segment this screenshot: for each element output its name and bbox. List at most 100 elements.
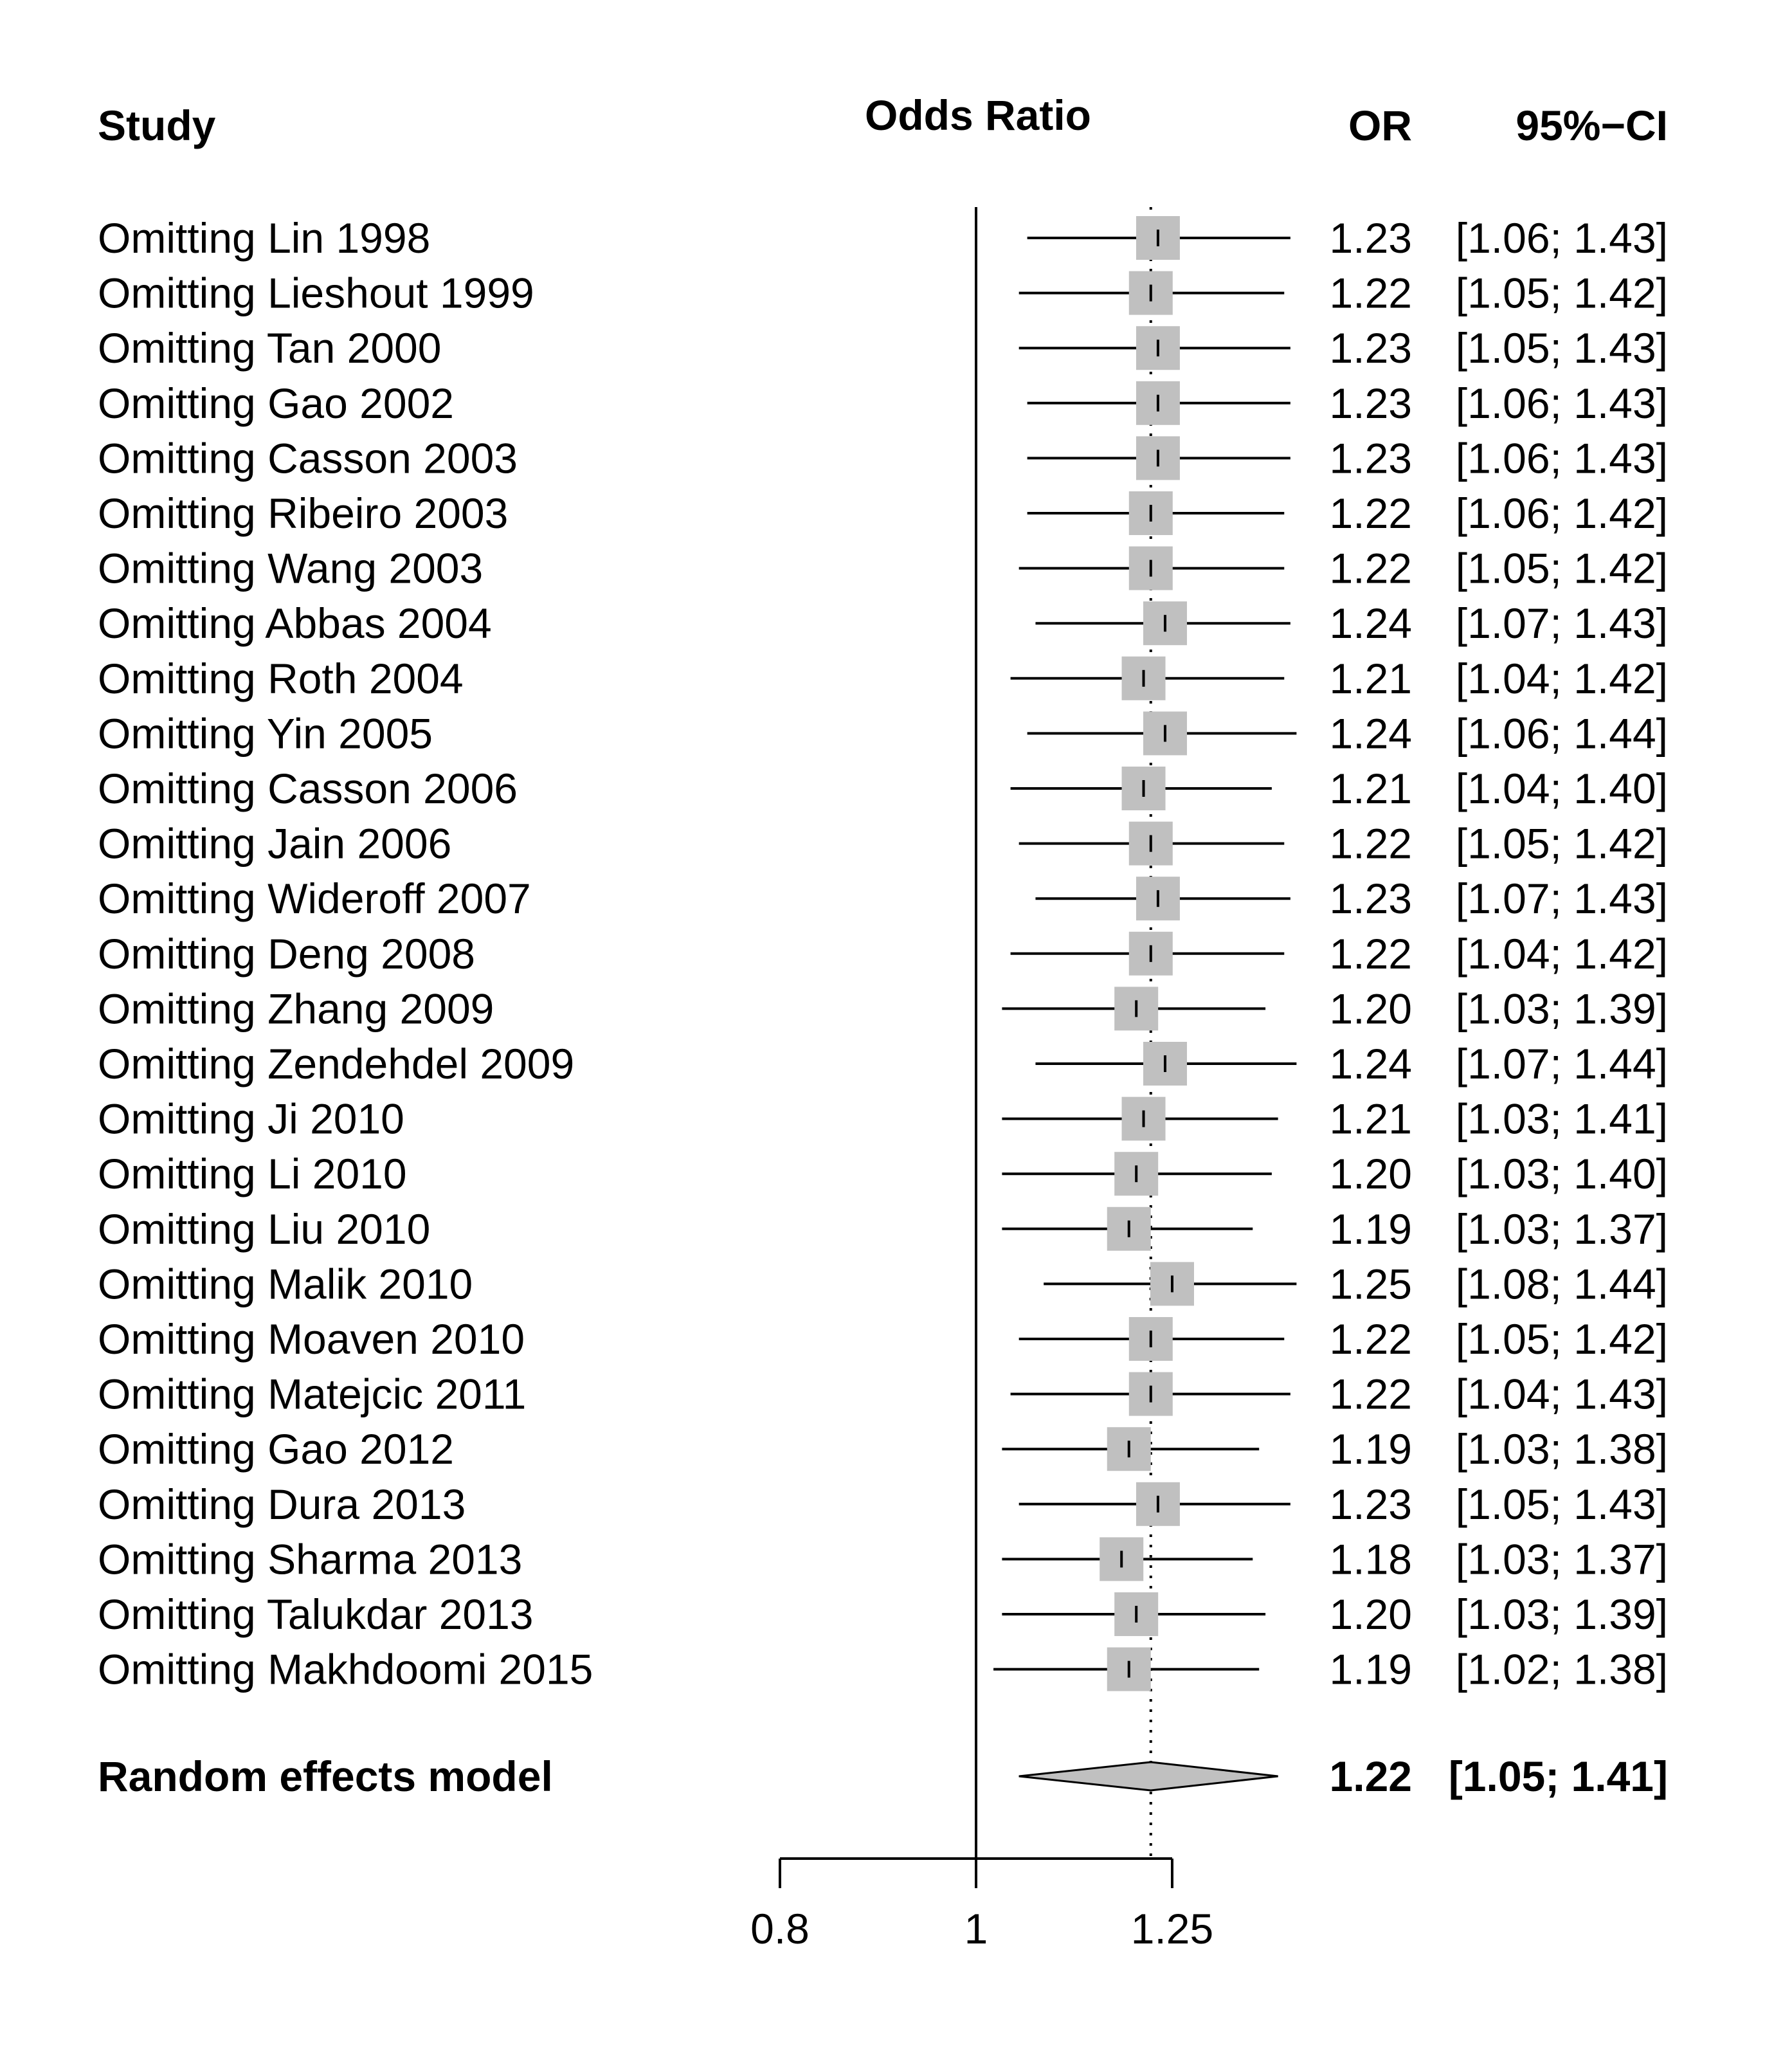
ci-value: [1.03; 1.37] <box>1456 1205 1668 1253</box>
ci-value: [1.07; 1.43] <box>1456 599 1668 647</box>
study-label: Omitting Casson 2003 <box>98 434 518 482</box>
study-label: Omitting Sharma 2013 <box>98 1535 522 1583</box>
ci-value: [1.05; 1.43] <box>1456 1480 1668 1528</box>
ci-value: [1.02; 1.38] <box>1456 1646 1668 1693</box>
study-label: Omitting Gao 2012 <box>98 1425 454 1473</box>
study-row: Omitting Tan 2000 1.23 [1.05; 1.43] <box>98 324 1668 372</box>
study-label: Omitting Gao 2002 <box>98 379 454 427</box>
study-label: Omitting Makhdoomi 2015 <box>98 1646 593 1693</box>
study-label: Omitting Deng 2008 <box>98 930 475 978</box>
ci-value: [1.06; 1.43] <box>1456 214 1668 262</box>
or-value: 1.24 <box>1330 709 1412 757</box>
study-row: Omitting Lieshout 1999 1.22 [1.05; 1.42] <box>98 269 1668 317</box>
ci-value: [1.06; 1.43] <box>1456 434 1668 482</box>
study-label: Omitting Yin 2005 <box>98 709 433 757</box>
study-row: Omitting Wideroff 2007 1.23 [1.07; 1.43] <box>98 875 1668 922</box>
or-value: 1.20 <box>1330 1590 1412 1638</box>
ci-value: [1.03; 1.40] <box>1456 1150 1668 1197</box>
or-value: 1.22 <box>1330 269 1412 317</box>
ci-value: [1.05; 1.43] <box>1456 324 1668 372</box>
study-row: Omitting Roth 2004 1.21 [1.04; 1.42] <box>98 655 1668 702</box>
study-row: Omitting Zhang 2009 1.20 [1.03; 1.39] <box>98 985 1668 1032</box>
ci-value: [1.03; 1.39] <box>1456 1590 1668 1638</box>
ci-value: [1.04; 1.43] <box>1456 1370 1668 1418</box>
study-row: Omitting Abbas 2004 1.24 [1.07; 1.43] <box>98 599 1668 647</box>
study-row: Omitting Dura 2013 1.23 [1.05; 1.43] <box>98 1480 1668 1528</box>
study-row: Omitting Wang 2003 1.22 [1.05; 1.42] <box>98 545 1668 592</box>
study-label: Omitting Tan 2000 <box>98 324 441 372</box>
header-study: Study <box>98 102 216 149</box>
header-odds-ratio: Odds Ratio <box>865 91 1091 139</box>
study-row: Omitting Makhdoomi 2015 1.19 [1.02; 1.38] <box>98 1646 1668 1693</box>
or-value: 1.19 <box>1330 1425 1412 1473</box>
or-value: 1.23 <box>1330 434 1412 482</box>
study-row: Omitting Gao 2002 1.23 [1.06; 1.43] <box>98 379 1668 427</box>
or-value: 1.24 <box>1330 599 1412 647</box>
study-row: Omitting Deng 2008 1.22 [1.04; 1.42] <box>98 930 1668 978</box>
study-row: Omitting Matejcic 2011 1.22 [1.04; 1.43] <box>98 1370 1668 1418</box>
x-tick-label: 1 <box>964 1905 988 1952</box>
pooled-label: Random effects model <box>98 1752 553 1800</box>
study-row: Omitting Malik 2010 1.25 [1.08; 1.44] <box>98 1260 1668 1307</box>
ci-value: [1.04; 1.40] <box>1456 765 1668 812</box>
x-tick-label: 1.25 <box>1131 1905 1213 1952</box>
study-row: Omitting Jain 2006 1.22 [1.05; 1.42] <box>98 820 1668 868</box>
ci-value: [1.03; 1.37] <box>1456 1535 1668 1583</box>
study-row: Omitting Li 2010 1.20 [1.03; 1.40] <box>98 1150 1668 1197</box>
header-or: OR <box>1348 102 1412 149</box>
study-label: Omitting Liu 2010 <box>98 1205 430 1253</box>
ci-value: [1.03; 1.41] <box>1456 1095 1668 1143</box>
study-label: Omitting Abbas 2004 <box>98 599 492 647</box>
study-row: Omitting Sharma 2013 1.18 [1.03; 1.37] <box>98 1535 1668 1583</box>
or-value: 1.22 <box>1330 930 1412 978</box>
ci-value: [1.06; 1.44] <box>1456 709 1668 757</box>
study-row: Omitting Yin 2005 1.24 [1.06; 1.44] <box>98 709 1668 757</box>
or-value: 1.21 <box>1330 655 1412 702</box>
ci-value: [1.05; 1.42] <box>1456 269 1668 317</box>
header-ci: 95%−CI <box>1516 102 1668 149</box>
study-row: Omitting Ji 2010 1.21 [1.03; 1.41] <box>98 1095 1668 1143</box>
study-rows: Omitting Lin 1998 1.23 [1.06; 1.43] Omittin… <box>98 207 1668 1859</box>
study-label: Omitting Li 2010 <box>98 1150 407 1197</box>
or-value: 1.24 <box>1330 1040 1412 1087</box>
study-label: Omitting Moaven 2010 <box>98 1315 525 1363</box>
study-row: Omitting Casson 2003 1.23 [1.06; 1.43] <box>98 434 1668 482</box>
ci-value: [1.04; 1.42] <box>1456 930 1668 978</box>
study-row: Omitting Moaven 2010 1.22 [1.05; 1.42] <box>98 1315 1668 1363</box>
study-label: Omitting Ji 2010 <box>98 1095 404 1143</box>
or-value: 1.25 <box>1330 1260 1412 1307</box>
study-row: Omitting Liu 2010 1.19 [1.03; 1.37] <box>98 1205 1668 1253</box>
or-value: 1.22 <box>1330 820 1412 868</box>
ci-value: [1.05; 1.42] <box>1456 545 1668 592</box>
ci-value: [1.05; 1.42] <box>1456 820 1668 868</box>
or-value: 1.22 <box>1330 489 1412 537</box>
study-label: Omitting Jain 2006 <box>98 820 451 868</box>
pooled-row: Random effects model 1.22 [1.05; 1.41] <box>98 1752 1668 1800</box>
study-label: Omitting Casson 2006 <box>98 765 518 812</box>
or-value: 1.22 <box>1330 1370 1412 1418</box>
ci-value: [1.08; 1.44] <box>1456 1260 1668 1307</box>
study-label: Omitting Lieshout 1999 <box>98 269 534 317</box>
pooled-or-value: 1.22 <box>1330 1752 1412 1800</box>
or-value: 1.22 <box>1330 545 1412 592</box>
or-value: 1.21 <box>1330 765 1412 812</box>
study-row: Omitting Casson 2006 1.21 [1.04; 1.40] <box>98 765 1668 812</box>
study-label: Omitting Dura 2013 <box>98 1480 466 1528</box>
study-row: Omitting Zendehdel 2009 1.24 [1.07; 1.44] <box>98 1040 1668 1087</box>
ci-value: [1.07; 1.44] <box>1456 1040 1668 1087</box>
study-row: Omitting Lin 1998 1.23 [1.06; 1.43] <box>98 214 1668 262</box>
study-row: Omitting Talukdar 2013 1.20 [1.03; 1.39] <box>98 1590 1668 1638</box>
or-value: 1.22 <box>1330 1315 1412 1363</box>
ci-value: [1.06; 1.42] <box>1456 489 1668 537</box>
ci-value: [1.04; 1.42] <box>1456 655 1668 702</box>
study-label: Omitting Wang 2003 <box>98 545 483 592</box>
ci-value: [1.07; 1.43] <box>1456 875 1668 922</box>
study-label: Omitting Talukdar 2013 <box>98 1590 534 1638</box>
study-label: Omitting Ribeiro 2003 <box>98 489 508 537</box>
study-row: Omitting Ribeiro 2003 1.22 [1.06; 1.42] <box>98 489 1668 537</box>
x-axis: 0.8 1 1.25 <box>750 1857 1213 1952</box>
or-value: 1.19 <box>1330 1646 1412 1693</box>
or-value: 1.20 <box>1330 1150 1412 1197</box>
or-value: 1.23 <box>1330 379 1412 427</box>
